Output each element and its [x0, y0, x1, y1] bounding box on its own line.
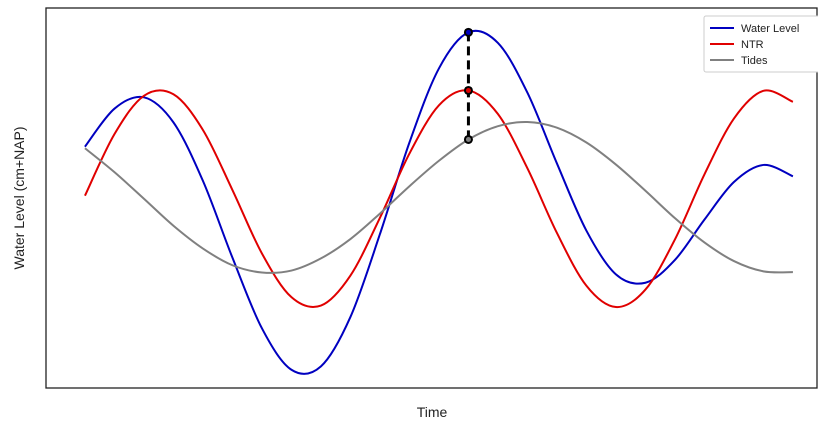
- series-line: [84, 120, 793, 274]
- legend-label: NTR: [741, 39, 764, 51]
- x-axis-label: Time: [417, 404, 448, 420]
- series-line: [84, 89, 794, 309]
- highlight-dot-core: [465, 29, 471, 35]
- highlight-dot-core: [465, 136, 471, 142]
- plot-frame: [45, 7, 818, 389]
- highlight-dot-core: [465, 87, 471, 93]
- legend-label: Water Level: [741, 23, 799, 35]
- series-line: [84, 29, 794, 375]
- legend-box: [703, 15, 818, 73]
- y-axis-label: Water Level (cm+NAP): [11, 126, 27, 269]
- legend-label: Tides: [741, 55, 768, 67]
